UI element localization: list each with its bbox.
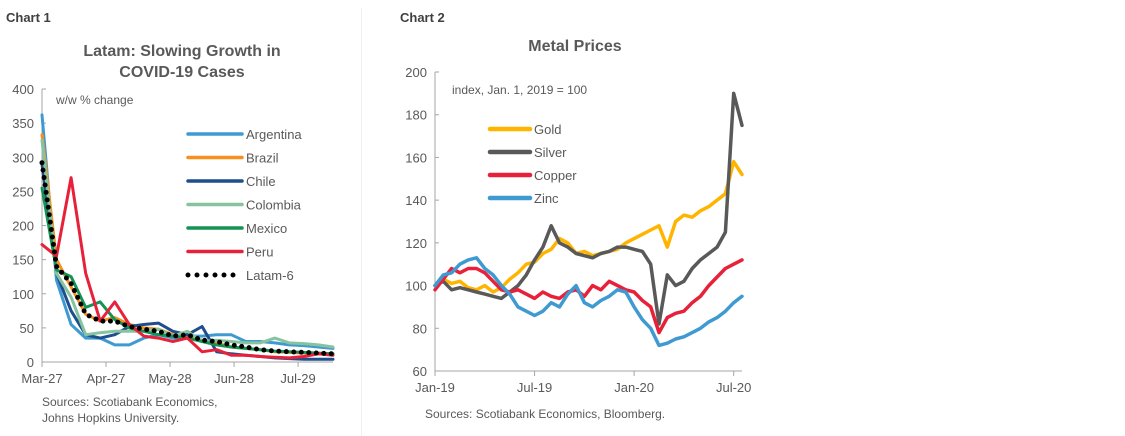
series-line-latam-6 [39, 160, 336, 357]
chart-1-label: Chart 1 [6, 10, 51, 25]
chart-2-x-tick-label: Jan-19 [415, 380, 455, 395]
chart-1-svg: Latam: Slowing Growth in COVID-19 Cases … [12, 43, 336, 425]
chart-1-y-tick-label: 0 [27, 355, 34, 370]
series-line-gold [433, 159, 744, 294]
chart-2-y-tick-label: 140 [405, 193, 427, 208]
legend-label-chile: Chile [246, 174, 276, 189]
chart-2-y-tick-label: 200 [405, 65, 427, 80]
chart-2-x-tick-label: Jul-19 [517, 380, 552, 395]
series-line-colombia [40, 138, 335, 349]
series-line-peru [40, 176, 335, 360]
chart-1-x-tick-label: Apr-27 [87, 371, 126, 386]
chart-2-y-tick-label: 80 [413, 321, 427, 336]
chart-2-source: Sources: Scotiabank Economics, Bloomberg… [425, 407, 665, 421]
legend-label-brazil: Brazil [246, 151, 279, 166]
legend-label-peru: Peru [246, 245, 273, 260]
legend-label-copper: Copper [534, 168, 577, 183]
legend-label-zinc: Zinc [534, 191, 559, 206]
series-line-silver [433, 91, 744, 326]
chart-1-y-tick-label: 100 [12, 287, 34, 302]
chart-2-title: Metal Prices [528, 38, 621, 55]
legend-label-argentina: Argentina [246, 127, 302, 142]
chart-1-y-tick-label: 150 [12, 253, 34, 268]
chart-2-label: Chart 2 [400, 10, 445, 25]
chart-1-x-tick-label: Jun-28 [214, 371, 254, 386]
chart-1-y-tick-label: 250 [12, 184, 34, 199]
chart-2-x-tick-label: Jul-20 [716, 380, 751, 395]
chart-2-y-tick-label: 100 [405, 279, 427, 294]
chart-1-y-tick-label: 50 [20, 321, 34, 336]
chart-1-source-line-1: Sources: Scotiabank Economics, [42, 395, 217, 409]
legend-label-latam-6: Latam-6 [246, 268, 294, 283]
chart-1-x-tick-label: May-28 [148, 371, 191, 386]
legend-label-silver: Silver [534, 145, 567, 160]
chart-1-y-tick-label: 300 [12, 150, 34, 165]
legend-label-mexico: Mexico [246, 221, 287, 236]
series-line-zinc [433, 256, 744, 348]
chart-2-annotation: index, Jan. 1, 2019 = 100 [452, 83, 587, 97]
chart-1-title-line-2: COVID-19 Cases [119, 64, 244, 81]
chart-1-y-tick-label: 350 [12, 116, 34, 131]
chart-2-y-tick-label: 120 [405, 236, 427, 251]
chart-1-x-tick-label: Mar-27 [21, 371, 62, 386]
chart-2-x-tick-label: Jan-20 [614, 380, 654, 395]
chart-2-y-tick-label: 60 [413, 364, 427, 379]
chart-divider [361, 8, 362, 436]
chart-1-title-line-1: Latam: Slowing Growth in [83, 43, 280, 60]
chart-1-y-tick-label: 400 [12, 82, 34, 97]
legend-label-gold: Gold [534, 122, 561, 137]
chart-1-source-line-2: Johns Hopkins University. [42, 411, 179, 425]
chart-2-y-tick-label: 160 [405, 150, 427, 165]
chart-1-y-tick-label: 200 [12, 219, 34, 234]
series-line-copper [433, 258, 744, 335]
legend-label-colombia: Colombia [246, 198, 302, 213]
chart-1-x-tick-label: Jul-29 [280, 371, 315, 386]
chart-1-annotation: w/w % change [55, 93, 134, 107]
chart-2-y-tick-label: 180 [405, 108, 427, 123]
